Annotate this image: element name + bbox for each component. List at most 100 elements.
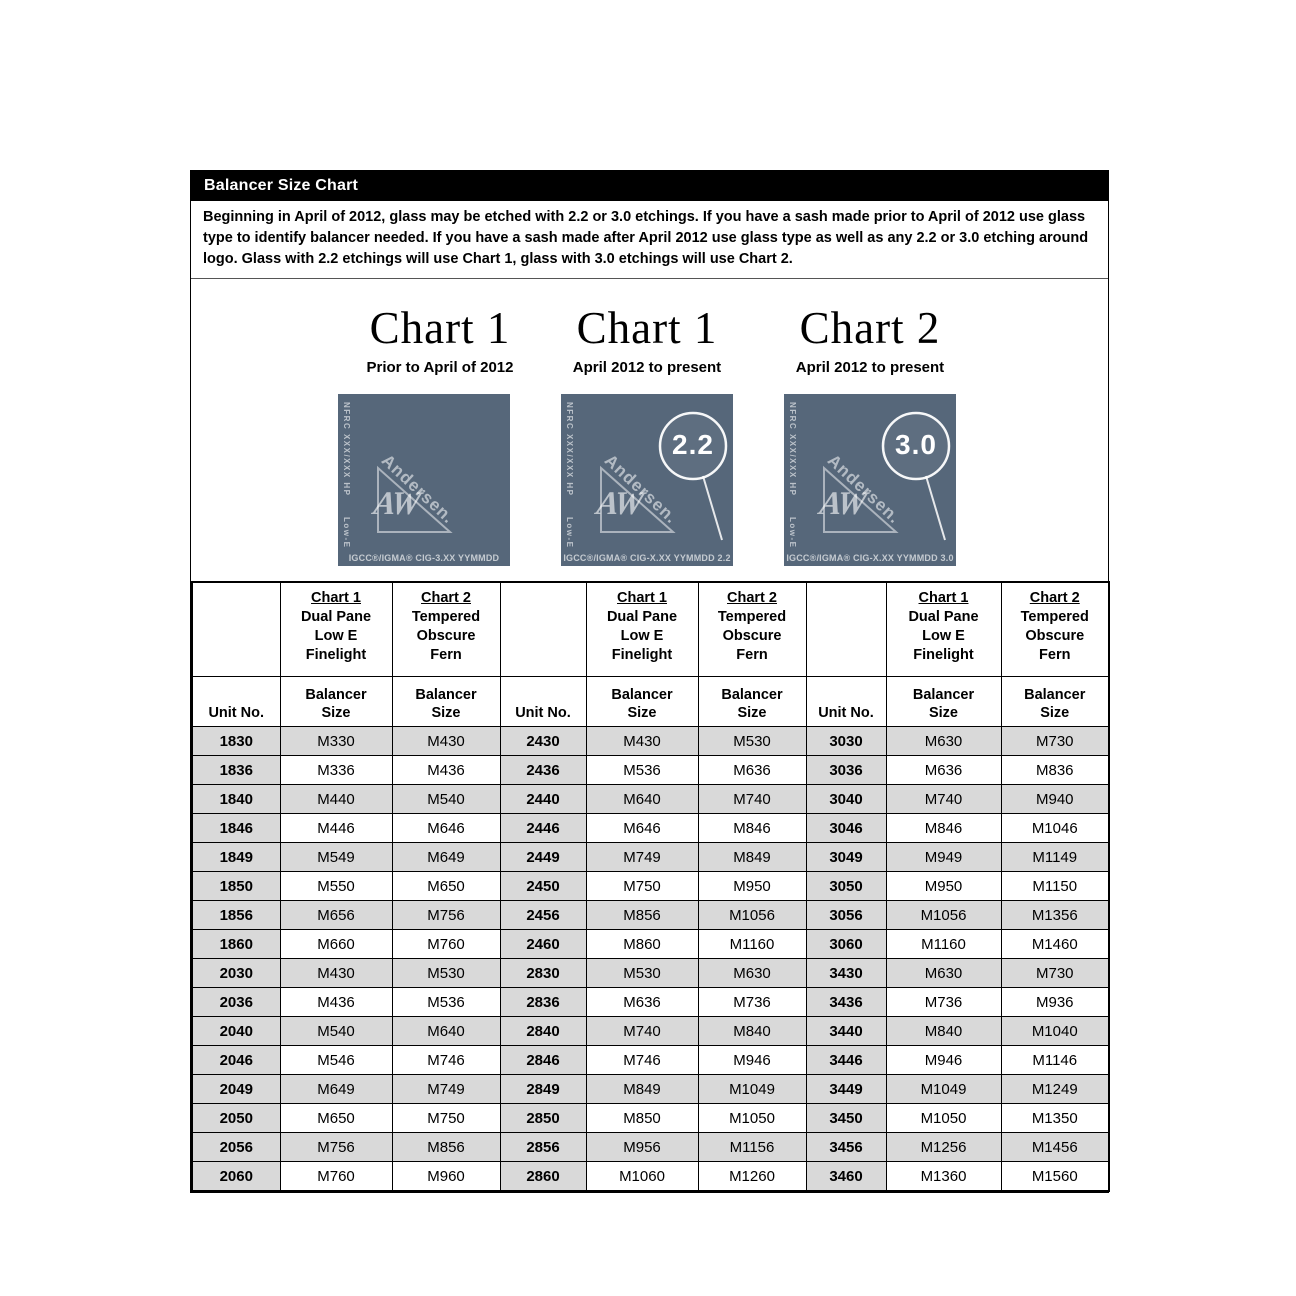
balancer-size-cell: M636	[585, 987, 699, 1017]
balancer-size-cell: M1360	[885, 1161, 1002, 1192]
table-row: 2056 M756 M856 2856 M956 M1156 3456 M1256 M1456	[191, 1132, 1110, 1162]
balancer-size-header: Balancer Size	[279, 676, 393, 727]
unit-cell: 2836	[499, 987, 587, 1017]
unit-cell: 3440	[805, 1016, 887, 1046]
unit-cell: 2046	[191, 1045, 281, 1075]
balancer-size-cell: M330	[279, 726, 393, 756]
balancer-size-cell: M536	[391, 987, 501, 1017]
balancer-size-cell: M740	[697, 784, 807, 814]
balancer-size-cell: M949	[885, 842, 1002, 872]
unit-cell: 2030	[191, 958, 281, 988]
unit-cell: 3030	[805, 726, 887, 756]
chart-title: Chart 2	[799, 303, 941, 353]
balancer-size-cell: M640	[391, 1016, 501, 1046]
group-spacer-cell	[499, 581, 587, 677]
balancer-size-cell: M436	[391, 755, 501, 785]
balancer-size-cell: M730	[1000, 726, 1110, 756]
balancer-size-cell: M746	[391, 1045, 501, 1075]
balancer-size-cell: M630	[697, 958, 807, 988]
unit-cell: 1836	[191, 755, 281, 785]
balancer-size-cell: M1356	[1000, 900, 1110, 930]
balancer-size-cell: M1149	[1000, 842, 1110, 872]
unit-cell: 2440	[499, 784, 587, 814]
chart2-present-heading: Chart 2 April 2012 to present	[750, 279, 990, 376]
balancer-size-cell: M1160	[885, 929, 1002, 959]
balancer-size-cell: M950	[885, 871, 1002, 901]
igcc-bottom-label: IGCC®/IGMA® CIG-3.XX YYMMDD	[348, 553, 500, 563]
balancer-size-cell: M1056	[697, 900, 807, 930]
balancer-size-cell: M549	[279, 842, 393, 872]
balancer-size-cell: M750	[585, 871, 699, 901]
balancer-size-cell: M1046	[1000, 813, 1110, 843]
balancer-size-cell: M660	[279, 929, 393, 959]
unit-cell: 2840	[499, 1016, 587, 1046]
unit-no-header: Unit No.	[805, 676, 887, 727]
balancer-size-cell: M936	[1000, 987, 1110, 1017]
balancer-size-cell: M1350	[1000, 1103, 1110, 1133]
balancer-size-cell: M1560	[1000, 1161, 1110, 1192]
unit-cell: 2856	[499, 1132, 587, 1162]
balancer-size-cell: M946	[885, 1045, 1002, 1075]
table-row: 1836 M336 M436 2436 M536 M636 3036 M636 M836	[191, 755, 1110, 785]
balancer-size-cell: M1050	[697, 1103, 807, 1133]
unit-cell: 3060	[805, 929, 887, 959]
unit-cell: 1830	[191, 726, 281, 756]
page-title: Balancer Size Chart	[204, 177, 359, 194]
group-spacer-cell	[191, 581, 281, 677]
balancer-size-cell: M730	[1000, 958, 1110, 988]
balancer-size-cell: M646	[585, 813, 699, 843]
balancer-size-cell: M1249	[1000, 1074, 1110, 1104]
igcc-bottom-label: IGCC®/IGMA® CIG-X.XX YYMMDD 2.2	[563, 553, 731, 563]
table-row: 1860 M660 M760 2460 M860 M1160 3060 M1160 M1460	[191, 929, 1110, 959]
unit-cell: 3446	[805, 1045, 887, 1075]
balancer-size-header: Balancer Size	[585, 676, 699, 727]
balancer-size-cell: M636	[885, 755, 1002, 785]
low-e-vertical-label: Low-E	[788, 516, 797, 549]
chart1-present-heading: Chart 1 April 2012 to present	[527, 279, 767, 376]
balancer-size-cell: M540	[391, 784, 501, 814]
unit-cell: 3046	[805, 813, 887, 843]
unit-cell: 3450	[805, 1103, 887, 1133]
unit-cell: 2050	[191, 1103, 281, 1133]
intro-paragraph: Beginning in April of 2012, glass may be…	[191, 201, 1108, 279]
balancer-size-cell: M430	[279, 958, 393, 988]
balancer-size-cell: M950	[697, 871, 807, 901]
unit-no-header: Unit No.	[191, 676, 281, 727]
aw-logo-mark: AW	[371, 486, 421, 522]
table-row: 1840 M440 M540 2440 M640 M740 3040 M740 M940	[191, 784, 1110, 814]
andersen-triangle-icon	[377, 465, 453, 533]
balancer-size-cell: M736	[885, 987, 1002, 1017]
table-row: 1850 M550 M650 2450 M750 M950 3050 M950 M1150	[191, 871, 1110, 901]
table-header-row-groups: Chart 1 Dual Pane Low E Finelight Chart 2 Tem…	[191, 581, 1110, 677]
balancer-size-cell: M536	[585, 755, 699, 785]
chart1-column-header: Chart 1 Dual Pane Low E Finelight	[585, 581, 699, 677]
unit-cell: 1856	[191, 900, 281, 930]
table-row: 1856 M656 M756 2456 M856 M1056 3056 M1056 M1356	[191, 900, 1110, 930]
unit-cell: 3049	[805, 842, 887, 872]
balancer-size-cell: M1146	[1000, 1045, 1110, 1075]
balancer-size-cell: M430	[585, 726, 699, 756]
balancer-size-header: Balancer Size	[885, 676, 1002, 727]
chart-subtitle: April 2012 to present	[795, 359, 945, 376]
unit-cell: 2430	[499, 726, 587, 756]
balancer-size-cell: M640	[585, 784, 699, 814]
nfrc-vertical-label: NFRC XXX/XXX HP	[788, 402, 797, 497]
unit-cell: 2456	[499, 900, 587, 930]
unit-cell: 2446	[499, 813, 587, 843]
balancer-size-cell: M430	[391, 726, 501, 756]
balancer-size-cell: M446	[279, 813, 393, 843]
balancer-size-chart-document: Balancer Size Chart Beginning in April o…	[190, 170, 1110, 1193]
balancer-size-cell: M1060	[585, 1161, 699, 1192]
balancer-size-cell: M1456	[1000, 1132, 1110, 1162]
unit-cell: 2846	[499, 1045, 587, 1075]
chart2-column-header: Chart 2 Tempered Obscure Fern	[391, 581, 501, 677]
balancer-size-cell: M336	[279, 755, 393, 785]
balancer-size-cell: M530	[697, 726, 807, 756]
balancer-size-cell: M440	[279, 784, 393, 814]
etching-number-badge: 3.0	[895, 429, 937, 460]
table-row: 1830 M330 M430 2430 M430 M530 3030 M630 M730	[191, 726, 1110, 756]
unit-cell: 2830	[499, 958, 587, 988]
unit-cell: 2450	[499, 871, 587, 901]
table-row: 1849 M549 M649 2449 M749 M849 3049 M949 M1149	[191, 842, 1110, 872]
table-row: 2060 M760 M960 2860 M1060 M1260 3460 M1360 M1560	[191, 1161, 1110, 1192]
